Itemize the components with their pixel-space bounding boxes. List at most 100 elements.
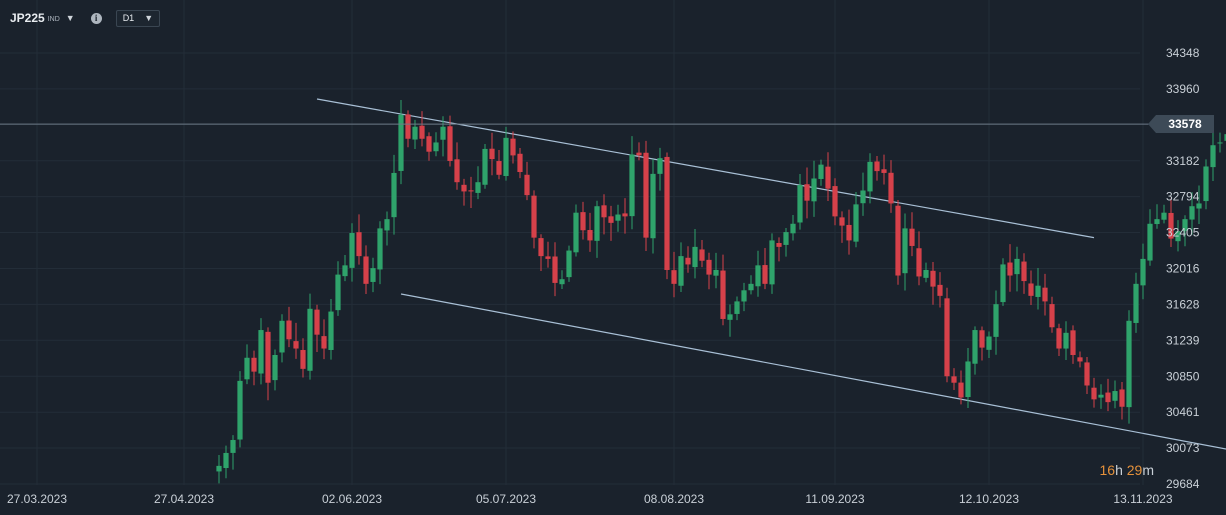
candle-body <box>972 330 978 364</box>
candle <box>300 338 306 378</box>
candle-body <box>1119 389 1125 407</box>
trendline-layer <box>316 98 1226 450</box>
candle-body <box>475 182 481 193</box>
candle-body <box>1140 258 1146 286</box>
candle <box>713 252 719 289</box>
info-icon[interactable]: i <box>90 12 102 24</box>
candle <box>1196 185 1202 225</box>
candle-body <box>258 330 264 374</box>
candle <box>475 166 481 200</box>
candle <box>489 132 495 176</box>
candle <box>510 131 516 164</box>
candle <box>923 262 929 283</box>
candle-body <box>503 137 509 177</box>
candle <box>1119 382 1125 420</box>
candle-body <box>958 382 964 398</box>
candle <box>706 252 712 290</box>
candle-body <box>1217 142 1223 144</box>
candle-body <box>1021 261 1027 282</box>
candle <box>468 176 474 208</box>
candle-body <box>412 126 418 140</box>
x-tick-label: 05.07.2023 <box>476 492 536 506</box>
channel-trendline <box>316 98 1095 239</box>
x-tick-label: 27.04.2023 <box>154 492 214 506</box>
candle <box>874 155 880 181</box>
caret-down-icon[interactable]: ▼ <box>65 13 75 23</box>
candle-body <box>846 224 852 241</box>
candle-body <box>643 152 649 238</box>
candle-body <box>1098 394 1104 398</box>
candle-body <box>916 248 922 277</box>
candle-body <box>979 330 985 348</box>
candle-body <box>335 274 341 311</box>
candle-body <box>1049 304 1055 328</box>
x-tick-label: 12.10.2023 <box>959 492 1019 506</box>
candle-body <box>741 290 747 302</box>
candle <box>370 257 376 293</box>
symbol-name[interactable]: JP225 <box>10 11 45 25</box>
candle <box>993 290 999 355</box>
candle-body <box>1000 264 1006 303</box>
candle-body <box>867 161 873 192</box>
candle-body <box>1224 134 1226 141</box>
candle-body <box>328 311 334 350</box>
x-tick-label: 02.06.2023 <box>322 492 382 506</box>
candle-body <box>468 190 474 192</box>
price-axis[interactable]: 34348 33960 33182 32794 32405 32016 31628 31239… <box>1166 46 1200 491</box>
timer-hours: 16 <box>1099 462 1116 478</box>
candle-body <box>720 270 726 319</box>
candle <box>272 349 278 391</box>
y-tick-label: 32016 <box>1166 262 1200 276</box>
candle <box>797 173 803 230</box>
candle <box>251 350 257 386</box>
candle-body <box>440 126 446 140</box>
candle <box>636 142 642 161</box>
candle <box>650 159 656 254</box>
candle <box>1182 215 1188 247</box>
candle-body <box>1056 328 1062 349</box>
candle-body <box>832 186 838 217</box>
candle <box>629 136 635 230</box>
candle <box>937 272 943 308</box>
candle <box>244 344 250 385</box>
candle <box>720 254 726 326</box>
candle <box>1014 246 1020 292</box>
candle <box>1098 384 1104 409</box>
candle <box>258 318 264 385</box>
candle-body <box>454 159 460 183</box>
chevron-down-icon: ▼ <box>144 13 154 23</box>
candle-body <box>692 246 698 268</box>
candle <box>580 201 586 240</box>
candle <box>1084 357 1090 395</box>
candle-body <box>930 270 936 287</box>
candle <box>1161 204 1167 224</box>
timeframe-select[interactable]: D1 ▼ <box>115 9 161 27</box>
candle-body <box>398 114 404 171</box>
candle <box>230 435 236 470</box>
candle <box>979 326 985 361</box>
candle <box>440 116 446 157</box>
candle <box>748 275 754 295</box>
symbol-suffix: IND <box>47 16 60 23</box>
candle-body <box>1210 145 1216 168</box>
candle <box>916 231 922 286</box>
candle <box>356 214 362 265</box>
candle <box>1063 321 1069 361</box>
candle-body <box>1035 285 1041 297</box>
candle-body <box>1042 287 1048 302</box>
candle <box>384 211 390 246</box>
candle <box>517 148 523 179</box>
time-axis[interactable]: 27.03.2023 27.04.2023 02.06.2023 05.07.2023… <box>7 492 1226 506</box>
candle <box>1203 159 1209 210</box>
candle <box>377 221 383 285</box>
candle-body <box>356 232 362 257</box>
candle <box>755 250 761 297</box>
candle-body <box>797 184 803 223</box>
candle-body <box>727 314 733 320</box>
candle-body <box>965 361 971 398</box>
candle-body <box>384 219 390 231</box>
candle-body <box>706 259 712 275</box>
candle-body <box>587 230 593 241</box>
candle-body <box>1189 206 1195 220</box>
